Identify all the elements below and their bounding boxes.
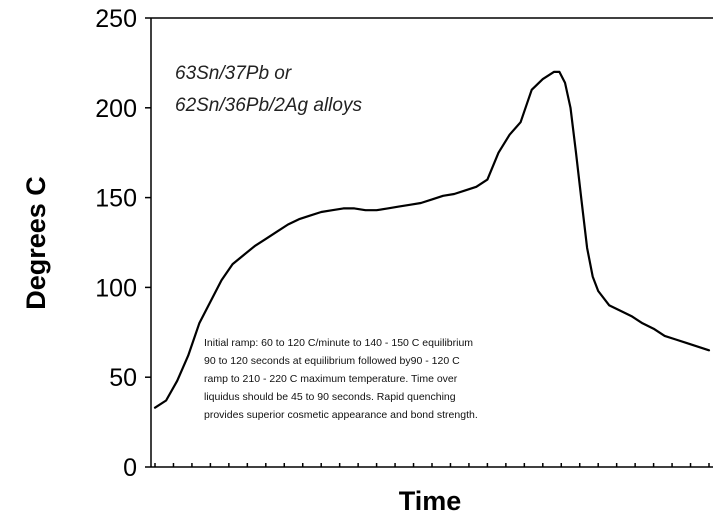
y-tick-label: 50 [109,364,137,392]
y-tick-label: 150 [95,185,137,213]
alloy-annotation-line-2: 62Sn/36Pb/2Ag alloys [175,95,362,116]
y-axis-title: Degrees C [21,176,51,310]
y-tick-label: 0 [123,454,137,482]
y-tick-label: 100 [95,274,137,302]
y-axis-ticks: 0 50 100 150 200 250 [95,5,151,482]
profile-note-line-2: 90 to 120 seconds at equilibrium followe… [204,355,460,367]
profile-note-line-4: liquidus should be 45 to 90 seconds. Rap… [204,391,456,403]
profile-note-line-1: Initial ramp: 60 to 120 C/minute to 140 … [204,337,473,349]
alloy-annotation-line-1: 63Sn/37Pb or [175,63,292,84]
y-tick-label: 200 [95,95,137,123]
y-tick-label: 250 [95,5,137,33]
x-axis-title: Time [399,486,462,516]
profile-note-line-5: provides superior cosmetic appearance an… [204,409,478,421]
profile-note: Initial ramp: 60 to 120 C/minute to 140 … [204,337,478,421]
series-line-temperature [153,70,711,409]
profile-note-line-3: ramp to 210 - 220 C maximum temperature.… [204,373,458,385]
